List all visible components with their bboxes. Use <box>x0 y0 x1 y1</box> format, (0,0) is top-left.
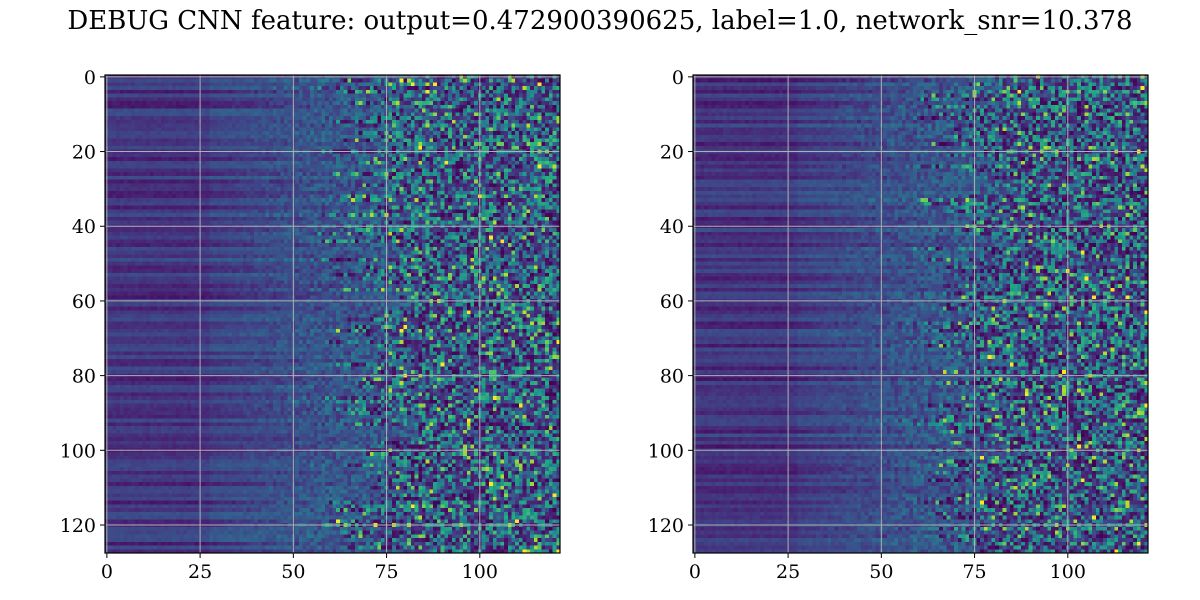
x-tick-label: 75 <box>962 561 986 583</box>
y-tick-label: 120 <box>60 515 96 537</box>
y-tick-label: 100 <box>648 440 684 462</box>
y-tick-label: 20 <box>660 142 684 164</box>
x-tick-label: 25 <box>188 561 212 583</box>
y-tick-label: 100 <box>60 440 96 462</box>
x-tick-label: 75 <box>374 561 398 583</box>
heatmap-image <box>105 75 560 553</box>
y-tick-label: 80 <box>660 366 684 388</box>
y-tick-label: 40 <box>72 216 96 238</box>
y-tick-label: 0 <box>84 67 96 89</box>
y-tick-label: 20 <box>72 142 96 164</box>
y-tick-label: 80 <box>72 366 96 388</box>
x-tick-label: 100 <box>462 561 498 583</box>
x-tick-label: 50 <box>869 561 893 583</box>
heatmap-image <box>693 75 1148 553</box>
heatmap-panel-right: 0 25 50 75 100 0 20 40 60 80 100 120 <box>648 67 1149 583</box>
figure-title: DEBUG CNN feature: output=0.472900390625… <box>67 6 1133 36</box>
y-tick-label: 0 <box>672 67 684 89</box>
x-tick-label: 0 <box>101 561 113 583</box>
x-tick-label: 25 <box>776 561 800 583</box>
x-tick-label: 100 <box>1050 561 1086 583</box>
x-tick-label: 50 <box>281 561 305 583</box>
y-tick-label: 60 <box>660 291 684 313</box>
y-tick-label: 40 <box>660 216 684 238</box>
x-tick-label: 0 <box>689 561 701 583</box>
heatmap-panel-left: 0 25 50 75 100 0 20 40 60 80 100 120 <box>60 67 561 583</box>
y-tick-label: 60 <box>72 291 96 313</box>
y-tick-label: 120 <box>648 515 684 537</box>
axes: 0 25 50 75 100 0 20 40 60 80 100 120 <box>648 67 1149 583</box>
axes-frame <box>692 74 1149 554</box>
axes-frame <box>104 74 561 554</box>
axes: 0 25 50 75 100 0 20 40 60 80 100 120 <box>60 67 561 583</box>
